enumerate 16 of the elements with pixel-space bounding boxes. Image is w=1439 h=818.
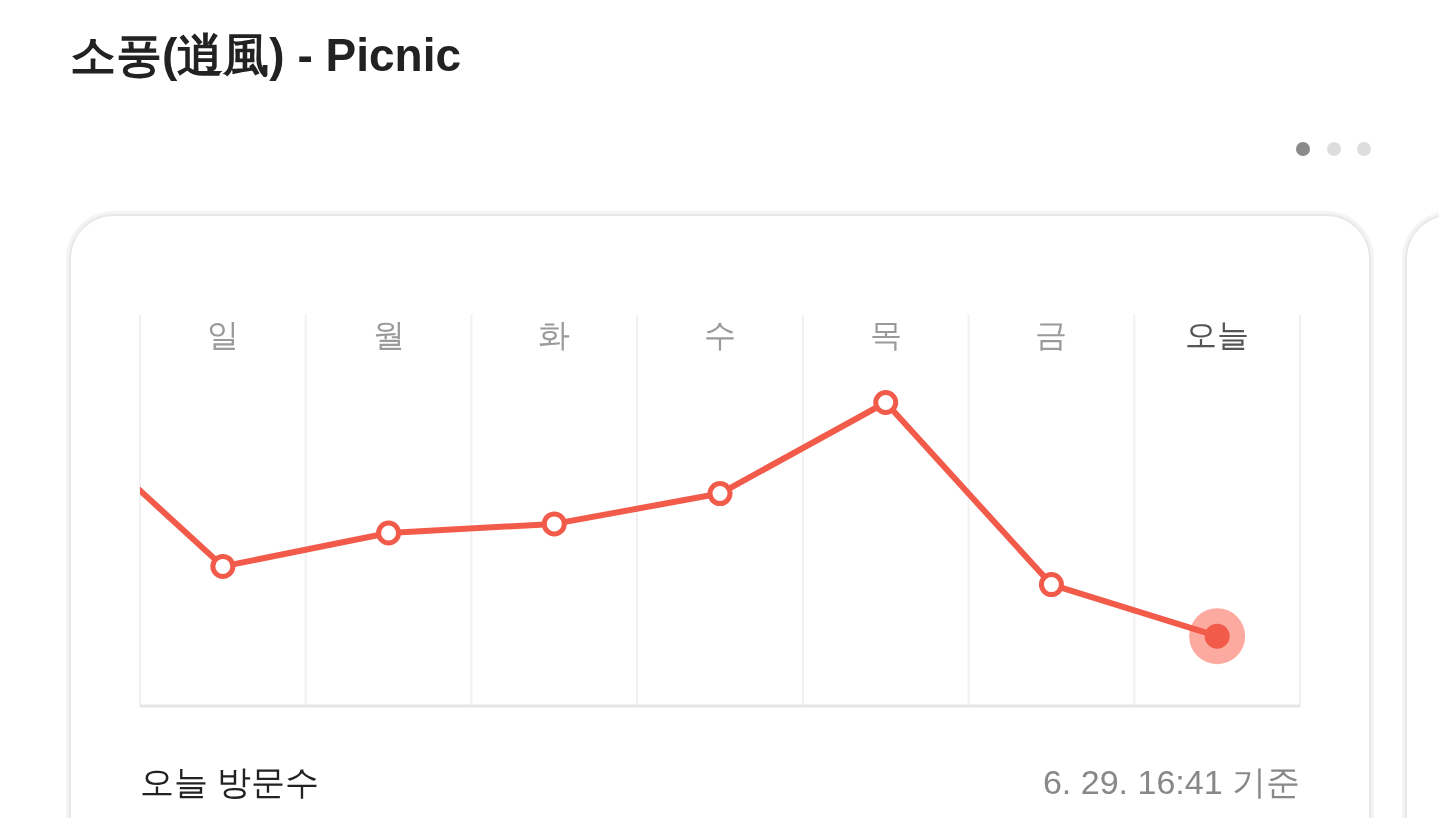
point xyxy=(1038,572,1064,598)
point xyxy=(707,481,733,507)
text: 오늘 방문수 xyxy=(140,763,320,801)
point xyxy=(376,520,402,546)
x-tick-label: 목 xyxy=(869,317,902,353)
point xyxy=(873,390,899,415)
x-tick-label: 월 xyxy=(372,317,405,353)
point xyxy=(541,511,567,537)
x-tick-label: 일 xyxy=(206,317,239,353)
x-tick-label: 오늘 xyxy=(1185,317,1250,353)
point xyxy=(210,553,236,579)
x-tick-label: 금 xyxy=(1035,317,1068,353)
x-tick-label: 화 xyxy=(538,317,571,353)
text: 6. 29. 16:41 기준 xyxy=(1042,763,1300,801)
x-tick-label: 수 xyxy=(704,317,736,353)
chart-title: 소풍(逍風) - Picnic xyxy=(70,29,462,81)
